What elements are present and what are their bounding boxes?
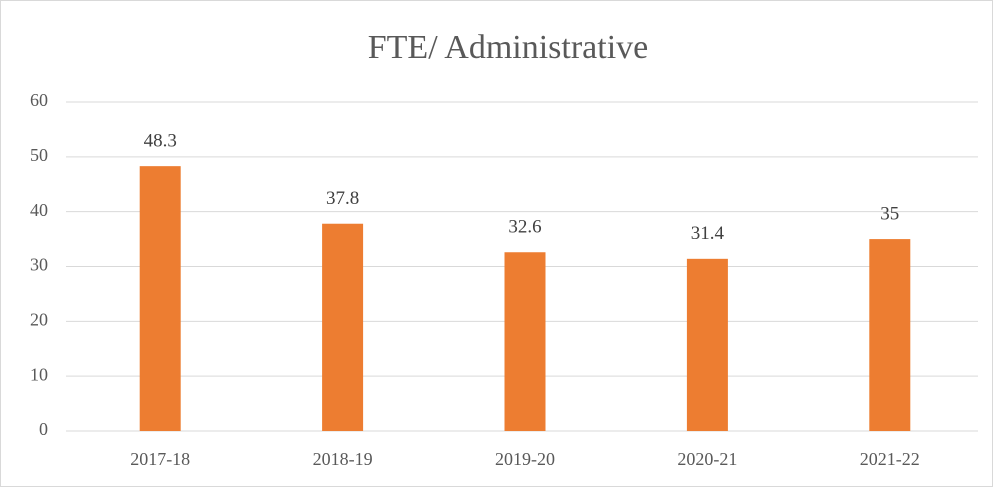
value-label: 35 xyxy=(880,203,899,224)
value-label: 31.4 xyxy=(691,223,725,244)
y-tick-label: 60 xyxy=(30,90,48,110)
y-tick-label: 30 xyxy=(30,255,48,275)
x-tick-label: 2021-22 xyxy=(860,449,920,469)
value-label: 48.3 xyxy=(144,131,177,152)
value-label: 32.6 xyxy=(508,217,541,238)
y-tick-label: 10 xyxy=(30,364,48,384)
value-label: 37.8 xyxy=(326,188,359,209)
bar xyxy=(686,258,728,431)
bar xyxy=(504,252,546,431)
y-tick-label: 40 xyxy=(30,200,48,220)
y-tick-label: 50 xyxy=(30,145,48,165)
bar xyxy=(139,166,181,431)
y-tick-label: 0 xyxy=(39,419,48,439)
x-tick-label: 2017-18 xyxy=(130,449,190,469)
x-tick-label: 2020-21 xyxy=(677,449,737,469)
y-tick-label: 20 xyxy=(30,309,48,329)
bar xyxy=(869,239,911,431)
x-tick-label: 2018-19 xyxy=(313,449,373,469)
x-tick-label: 2019-20 xyxy=(495,449,555,469)
chart-title: FTE/ Administrative xyxy=(368,29,648,66)
bar xyxy=(322,223,364,431)
